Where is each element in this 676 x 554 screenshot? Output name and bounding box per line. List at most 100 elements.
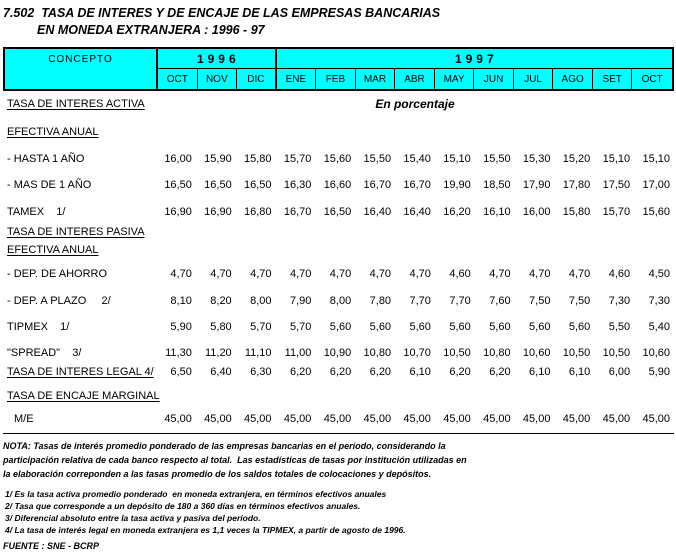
value-cell: 5,60 (529, 320, 551, 333)
value-cell: 45,00 (443, 412, 471, 425)
value-cell: 4,70 (369, 267, 392, 280)
value-cell: 4,70 (329, 267, 352, 280)
value-cell: 6,10 (409, 365, 431, 378)
nota-block: NOTA: Tasas de interés promedio ponderad… (3, 439, 674, 481)
row-label: - MAS DE 1 AÑO (7, 178, 92, 191)
value-cell: 45,00 (562, 412, 591, 425)
row-label: "SPREAD" 3/ (7, 346, 82, 359)
month-header: DIC (237, 69, 277, 89)
value-cell: 16,50 (323, 205, 352, 218)
month-header: AGO (553, 69, 593, 89)
value-cell: 16,50 (164, 178, 192, 191)
value-cell: 15,40 (403, 152, 431, 165)
value-cell: 10,50 (602, 346, 631, 359)
row-label: TASA DE INTERES LEGAL 4/ (7, 365, 154, 378)
value-cell: 5,60 (329, 320, 352, 333)
value-cell: 8,10 (170, 294, 192, 307)
value-cell: 15,30 (522, 152, 551, 165)
value-cell: 7,80 (369, 294, 392, 307)
month-header: JUL (514, 69, 554, 89)
value-cell: 6,20 (329, 365, 352, 378)
value-cell: 19,90 (443, 178, 471, 191)
year-header-1996: 1996 (158, 49, 277, 69)
month-header: ENE (277, 69, 317, 89)
value-cell: 4,70 (489, 267, 511, 280)
value-cell: 45,00 (403, 412, 431, 425)
value-cell: 5,60 (449, 320, 471, 333)
value-cell: 6,20 (489, 365, 511, 378)
month-header: ABR (395, 69, 435, 89)
table-row: TIPMEX 1/5,90 5,80 5,70 5,70 5,60 5,60 5,60 5,6… (3, 319, 674, 334)
value-cell: 5,90 (170, 320, 192, 333)
value-cell: 4,70 (409, 267, 431, 280)
footnote: 1/ Es la tasa activa promedio ponderado … (5, 489, 387, 499)
footnote: 2/ Tasa que corresponde a un depósito de… (5, 501, 361, 511)
table-row: TASA DE INTERES LEGAL 4/6,50 6,40 6,30 6,20… (3, 364, 674, 379)
table-row: TASA DE ENCAJE MARGINAL (3, 388, 674, 403)
table-row: TASA DE INTERES ACTIVA En porcentaje (3, 96, 674, 111)
value-cell: 5,80 (210, 320, 232, 333)
value-cell: 15,50 (363, 152, 392, 165)
value-cell: 5,90 (648, 365, 670, 378)
value-cell: 5,60 (489, 320, 511, 333)
table-row: EFECTIVA ANUAL (3, 124, 674, 139)
unit-note: En porcentaje (375, 96, 455, 111)
year-header-1997: 1997 (276, 49, 672, 69)
value-cell: 7,60 (489, 294, 511, 307)
footnotes-block: 1/ Es la tasa activa promedio ponderado … (3, 488, 674, 536)
nota-line: la elaboración correponden a las tasas p… (3, 469, 432, 479)
row-label: M/E (14, 412, 34, 425)
table-row: "SPREAD" 3/11,30 11,20 11,10 11,00 10,90 10,8… (3, 345, 674, 360)
footnote: 4/ La tasa de interés legal en moneda ex… (5, 525, 406, 535)
value-cell: 16,70 (363, 178, 392, 191)
value-cell: 16,50 (204, 178, 232, 191)
month-header: FEB (316, 69, 356, 89)
value-cell: 11,10 (244, 346, 272, 359)
row-label: TASA DE INTERES PASIVA (7, 225, 145, 238)
value-cell: 17,00 (642, 178, 670, 191)
value-cell: 45,00 (522, 412, 551, 425)
value-cell: 17,50 (602, 178, 631, 191)
value-cell: 4,70 (529, 267, 551, 280)
table-header: CONCEPTO 1996 OCT NOV DIC 1997 ENE FEB MAR ABR MA… (3, 47, 674, 91)
value-cell: 10,70 (403, 346, 431, 359)
value-cell: 45,00 (204, 412, 232, 425)
value-cell: 16,00 (522, 205, 551, 218)
footer-divider (3, 433, 674, 434)
value-cell: 10,80 (483, 346, 511, 359)
table-row: - HASTA 1 AÑO 16,00 15,90 15,80 15,70 15,60 15… (3, 151, 674, 166)
row-label: EFECTIVA ANUAL (7, 243, 99, 256)
footnote: 3/ Diferencial absoluto entre la tasa ac… (5, 513, 261, 523)
value-cell: 15,70 (602, 205, 631, 218)
value-cell: 6,10 (568, 365, 591, 378)
row-label: TAMEX 1/ (7, 205, 66, 218)
row-label: - DEP. A PLAZO 2/ (7, 294, 111, 307)
value-cell: 11,00 (284, 346, 312, 359)
concept-header: CONCEPTO (5, 49, 158, 89)
value-cell: 5,70 (289, 320, 312, 333)
value-cell: 6,40 (210, 365, 232, 378)
value-cell: 16,80 (244, 205, 272, 218)
row-label: TASA DE ENCAJE MARGINAL (7, 389, 160, 402)
value-cell: 4,70 (568, 267, 591, 280)
value-cell: 16,90 (204, 205, 232, 218)
value-cell: 7,30 (608, 294, 631, 307)
report-title-line-2: EN MONEDA EXTRANJERA : 1996 - 97 (37, 23, 265, 37)
value-cell: 6,50 (170, 365, 192, 378)
value-cell: 15,60 (642, 205, 670, 218)
value-cell: 5,40 (648, 320, 670, 333)
value-cell: 16,50 (244, 178, 272, 191)
month-header: MAR (356, 69, 396, 89)
month-header: NOV (198, 69, 238, 89)
value-cell: 45,00 (483, 412, 511, 425)
nota-line: participación relativa de cada banco res… (3, 455, 467, 465)
value-cell: 16,40 (403, 205, 431, 218)
table-row: TAMEX 1/16,90 16,90 16,80 16,70 16,50 16,40 16… (3, 204, 674, 219)
month-header: JUN (474, 69, 514, 89)
value-cell: 15,10 (443, 152, 471, 165)
value-cell: 7,50 (568, 294, 591, 307)
report-title-line-1: 7.502 TASA DE INTERES Y DE ENCAJE DE LAS… (3, 6, 441, 20)
value-cell: 4,70 (210, 267, 232, 280)
value-cell: 45,00 (363, 412, 392, 425)
